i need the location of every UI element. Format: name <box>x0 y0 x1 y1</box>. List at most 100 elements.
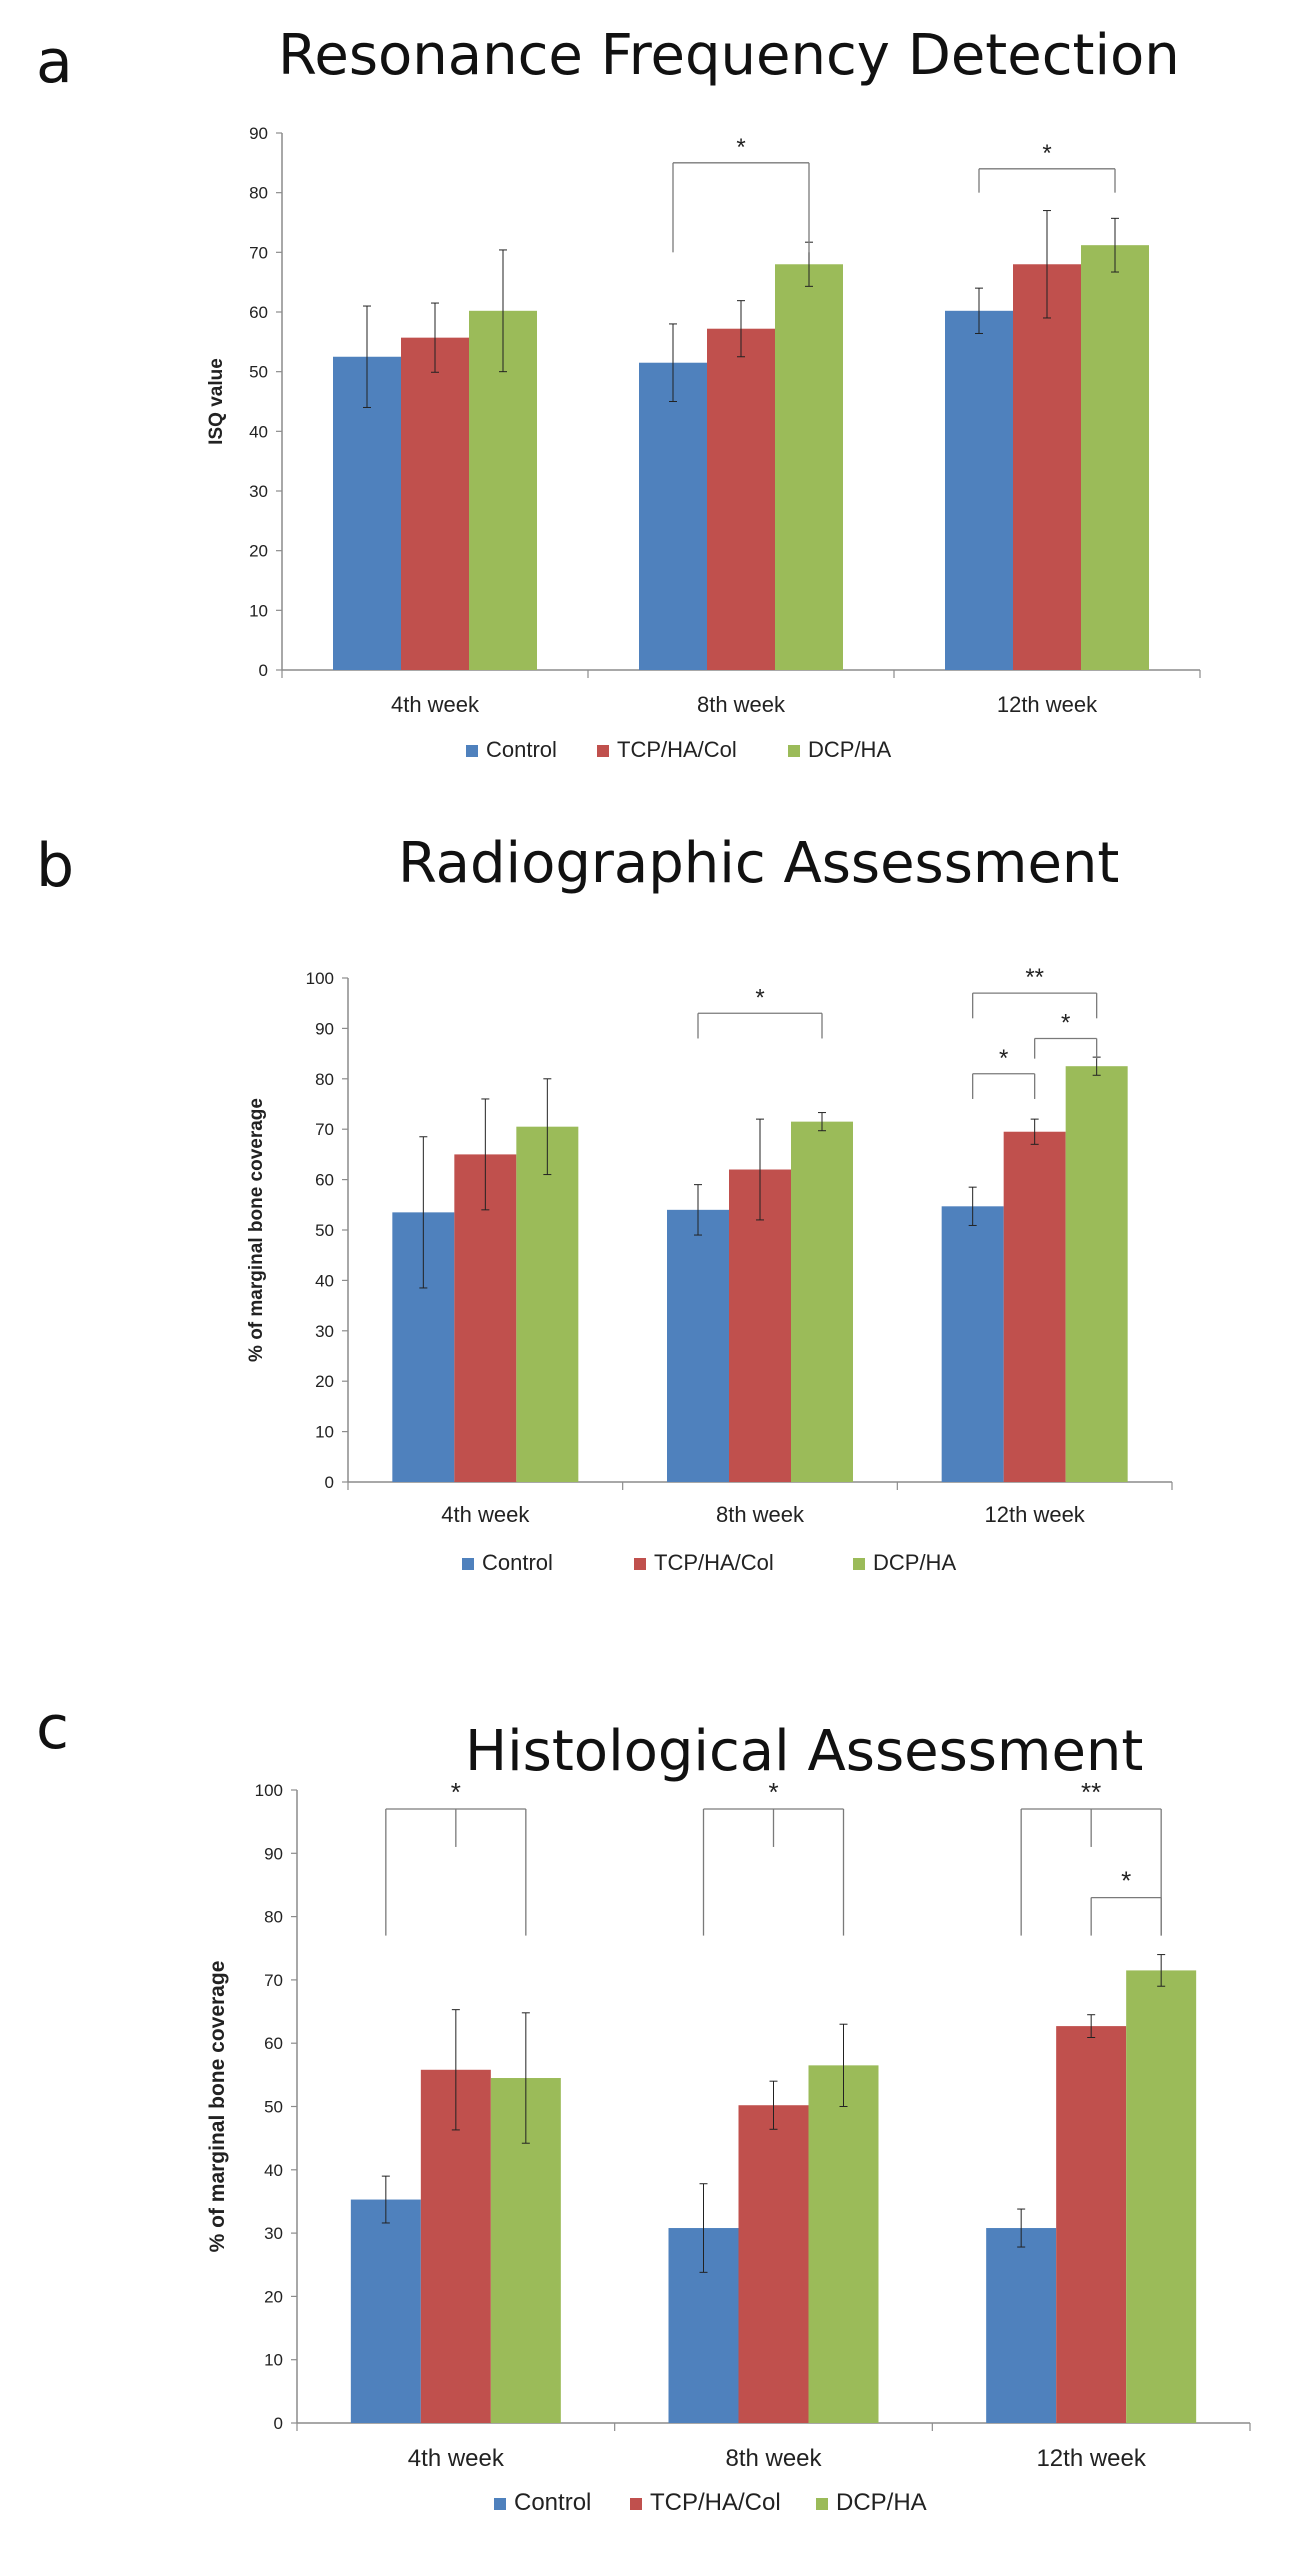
y-tick-label: 50 <box>264 2097 283 2116</box>
x-tick-label: 12th week <box>1036 2445 1146 2472</box>
bar <box>986 2228 1057 2423</box>
y-tick-label: 60 <box>315 1171 334 1190</box>
legend-swatch <box>634 1558 646 1570</box>
bar <box>791 1121 853 1482</box>
y-tick-label: 80 <box>264 1908 283 1927</box>
panel-title-b: Radiographic Assessment <box>398 831 1120 896</box>
significance-bracket <box>697 1012 823 1039</box>
significance-bracket <box>1034 1037 1098 1059</box>
x-tick-label: 8th week <box>697 692 786 717</box>
chart-radiographic: 0 10 20 30 40 50 60 70 80 90 100 4th week 8th week 12… <box>246 964 1173 1575</box>
panel-letter-a: a <box>36 27 73 97</box>
x-tick-label: 4th week <box>441 1502 530 1527</box>
panel-title-c: Histological Assessment <box>465 1719 1144 1784</box>
bar <box>945 310 1013 670</box>
x-tick-label: 4th week <box>408 2445 505 2472</box>
y-tick-label: 20 <box>315 1372 334 1391</box>
x-tick-label: 8th week <box>716 1502 805 1527</box>
y-tick-label: 90 <box>264 1844 283 1863</box>
y-tick-label: 60 <box>249 303 268 322</box>
y-tick-label: 70 <box>249 243 268 262</box>
significance-bracket <box>1090 1896 1162 1936</box>
y-tick-label: 20 <box>249 542 268 561</box>
significance-label: * <box>999 1045 1008 1072</box>
x-tick-label: 12th week <box>997 692 1098 717</box>
x-tick-label: 8th week <box>725 2445 822 2472</box>
y-tick-label: 40 <box>315 1271 334 1290</box>
legend-swatch <box>816 2498 828 2510</box>
y-tick-label: 10 <box>315 1423 334 1442</box>
y-tick-label: 30 <box>264 2224 283 2243</box>
legend-label: Control <box>482 1550 553 1575</box>
legend-label: TCP/HA/Col <box>650 2489 781 2516</box>
legend-swatch <box>466 745 478 757</box>
legend-swatch <box>853 1558 865 1570</box>
significance-label: * <box>451 1777 461 1807</box>
significance-label: * <box>755 984 764 1011</box>
significance-bracket <box>672 162 810 253</box>
bar <box>1003 1131 1066 1482</box>
bar <box>941 1206 1004 1482</box>
y-tick-label: 60 <box>264 2034 283 2053</box>
y-tick-label: 10 <box>249 601 268 620</box>
y-tick-label: 30 <box>315 1322 334 1341</box>
significance-label: * <box>736 134 745 161</box>
y-tick-label: 80 <box>315 1070 334 1089</box>
panel-letter-c: c <box>36 1693 69 1763</box>
bar <box>738 2105 809 2423</box>
y-tick-label: 70 <box>264 1971 283 1990</box>
y-tick-label: 0 <box>259 661 268 680</box>
y-tick-label: 50 <box>315 1221 334 1240</box>
y-axis-label: ISQ value <box>206 358 227 445</box>
legend-swatch <box>788 745 800 757</box>
panel-b: b Radiographic Assessment 0 10 20 30 40 50 60 7… <box>36 831 1173 1575</box>
legend-swatch <box>597 745 609 757</box>
y-tick-label: 90 <box>249 124 268 143</box>
bar <box>667 1209 729 1482</box>
y-tick-label: 30 <box>249 482 268 501</box>
panel-letter-b: b <box>36 831 75 901</box>
legend-swatch <box>494 2498 506 2510</box>
y-tick-label: 100 <box>255 1781 283 1800</box>
legend-label: Control <box>486 737 557 762</box>
bar <box>350 2199 421 2423</box>
legend-label: DCP/HA <box>836 2489 927 2516</box>
x-tick-label: 4th week <box>391 692 480 717</box>
significance-bracket <box>978 168 1116 193</box>
legend-label: TCP/HA/Col <box>617 737 737 762</box>
panel-title-a: Resonance Frequency Detection <box>278 23 1180 88</box>
y-tick-label: 90 <box>315 1019 334 1038</box>
y-tick-label: 0 <box>325 1473 334 1492</box>
legend-swatch <box>630 2498 642 2510</box>
significance-label: * <box>1042 140 1051 167</box>
bar <box>333 356 401 670</box>
significance-label: * <box>1121 1866 1131 1896</box>
bar <box>401 337 469 670</box>
significance-label: ** <box>1025 964 1044 991</box>
significance-bracket <box>972 1073 1036 1099</box>
significance-label: ** <box>1081 1777 1101 1807</box>
bar <box>707 328 775 670</box>
legend-label: Control <box>514 2489 591 2516</box>
bar <box>1013 264 1081 670</box>
y-tick-label: 10 <box>264 2351 283 2370</box>
y-tick-label: 20 <box>264 2287 283 2306</box>
bar <box>639 362 707 670</box>
y-axis-label: % of marginal bone coverage <box>206 1961 229 2253</box>
y-tick-label: 0 <box>274 2414 283 2433</box>
panel-a: a Resonance Frequency Detection 0 10 20 30 4… <box>0 0 1294 800</box>
bar <box>1065 1066 1128 1482</box>
significance-label: * <box>768 1777 778 1807</box>
y-tick-label: 70 <box>315 1120 334 1139</box>
x-tick-label: 12th week <box>985 1502 1086 1527</box>
y-tick-label: 40 <box>264 2161 283 2180</box>
bar <box>1056 2026 1127 2423</box>
y-tick-label: 50 <box>249 363 268 382</box>
significance-label: * <box>1061 1009 1070 1036</box>
legend-swatch <box>462 1558 474 1570</box>
legend-label: DCP/HA <box>808 737 891 762</box>
bar <box>775 264 843 670</box>
bar <box>1126 1970 1197 2423</box>
bar <box>516 1126 579 1482</box>
